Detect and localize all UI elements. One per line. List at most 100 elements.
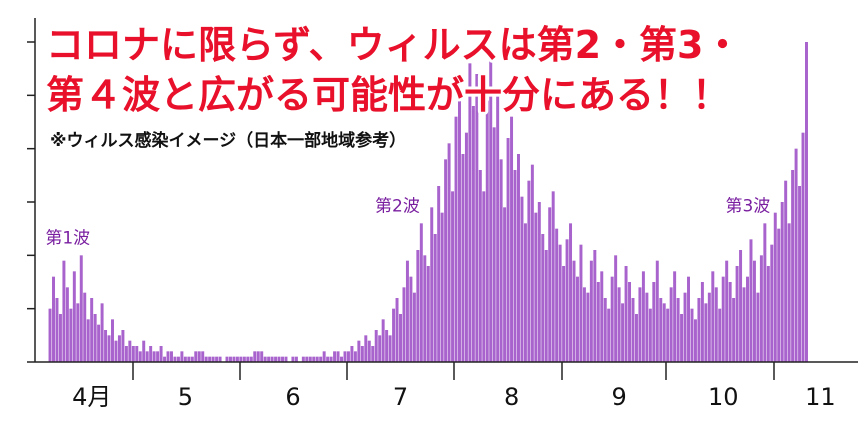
bar [107, 335, 111, 362]
bar [149, 346, 153, 362]
bar [305, 356, 309, 362]
bar [787, 223, 791, 362]
bar [385, 330, 389, 362]
bar [617, 287, 621, 362]
bar [86, 319, 90, 362]
bar [152, 351, 156, 362]
bar [170, 351, 173, 362]
bar [603, 298, 607, 362]
bar [648, 308, 652, 362]
bar [520, 196, 524, 362]
bar [700, 282, 704, 362]
bar [197, 351, 201, 362]
bar [714, 287, 718, 362]
bar [405, 260, 409, 362]
bar [138, 351, 142, 362]
bar [48, 308, 52, 362]
bar [447, 143, 451, 362]
bar [634, 314, 638, 362]
bar [697, 298, 701, 362]
bar [187, 356, 191, 362]
bar [308, 356, 312, 362]
bar [388, 335, 392, 362]
bar [97, 324, 101, 362]
bar [475, 74, 479, 362]
bar [343, 351, 347, 362]
bar [572, 260, 576, 362]
bar [246, 356, 250, 362]
bar [503, 207, 507, 362]
bar [124, 346, 128, 362]
plot-area [27, 41, 808, 363]
x-tick-label: 11 [805, 383, 836, 411]
bar [770, 244, 774, 362]
bar [402, 287, 406, 362]
bar [128, 340, 132, 362]
bar [517, 154, 520, 362]
bar [669, 287, 673, 362]
bar [784, 180, 788, 362]
bar [215, 356, 219, 362]
bar [371, 346, 375, 362]
bar [93, 314, 97, 362]
bar [52, 276, 55, 362]
bar [673, 271, 677, 362]
bar [662, 303, 666, 362]
bar [111, 319, 114, 362]
month-dividers [132, 362, 775, 380]
bar [163, 356, 167, 362]
bar [464, 132, 468, 362]
bar [166, 351, 170, 362]
bar [773, 212, 777, 362]
bar [791, 170, 795, 362]
bar [749, 239, 753, 362]
bar [628, 282, 632, 362]
bar [183, 356, 187, 362]
bar [766, 266, 770, 362]
bar [378, 335, 382, 362]
bar [90, 298, 94, 362]
bar [416, 250, 420, 362]
bar [232, 356, 236, 362]
bar [641, 271, 645, 362]
bar [485, 100, 489, 363]
bar [440, 212, 444, 362]
bar [693, 319, 697, 362]
bar [575, 276, 579, 362]
bar [537, 202, 541, 362]
bar [218, 356, 222, 362]
bar [346, 351, 350, 362]
bar [541, 234, 545, 362]
bar [461, 154, 465, 362]
bar [555, 228, 559, 362]
bar [565, 239, 569, 362]
bar [281, 356, 285, 362]
annotation: 第2波 [375, 196, 420, 216]
bar [735, 266, 739, 362]
bar [544, 250, 548, 362]
note: ※ウィルス感染イメージ（日本一部地域参考） [50, 130, 406, 151]
bar [451, 191, 455, 362]
bar [645, 292, 649, 362]
bar [194, 351, 198, 362]
bar [277, 356, 281, 362]
bar [270, 356, 274, 362]
bar [423, 255, 427, 362]
bar [117, 335, 121, 362]
bar [596, 282, 600, 362]
bar [444, 159, 448, 362]
bar [225, 356, 229, 362]
bar [267, 356, 271, 362]
bar [274, 356, 278, 362]
bar [471, 106, 475, 362]
bar [704, 303, 708, 362]
bar [399, 314, 402, 362]
x-tick-label: 6 [285, 383, 300, 411]
bar [756, 292, 760, 362]
bar [156, 351, 160, 362]
bar [759, 255, 763, 362]
bar [430, 207, 434, 362]
bar [336, 351, 340, 362]
bar [530, 164, 534, 362]
